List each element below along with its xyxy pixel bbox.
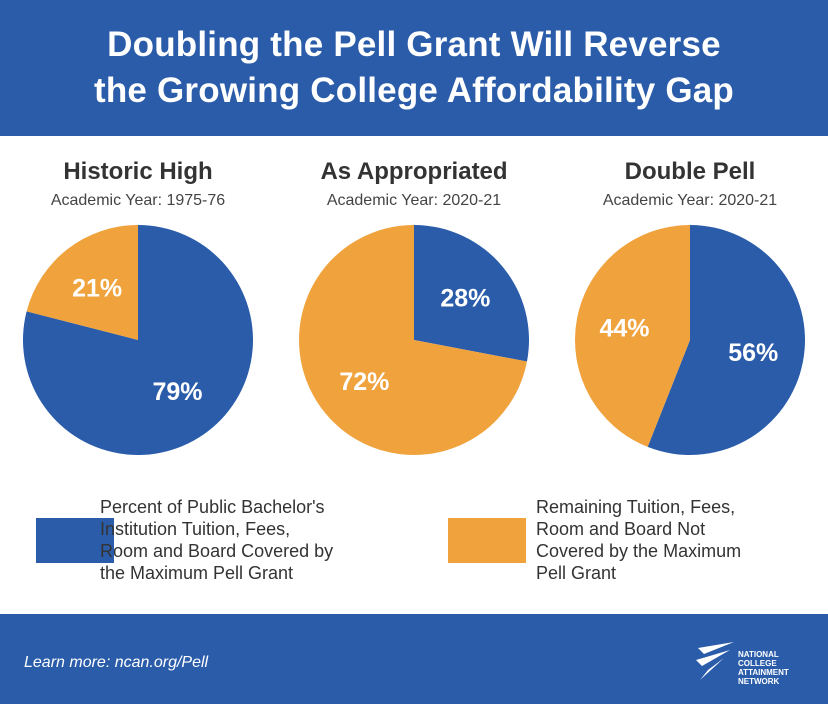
legend-remaining-line-1: Remaining Tuition, Fees, (536, 497, 736, 517)
legend-covered-line-3: Room and Board Covered by (100, 541, 334, 561)
chart-2-subtitle: Academic Year: 2020-21 (326, 192, 502, 209)
legend-remaining-line-3: Covered by the Maximum (536, 541, 742, 561)
page-title-line-1: Doubling the Pell Grant Will Reverse (107, 25, 721, 64)
pie-2-slice-remaining (574, 225, 690, 447)
pie-2-slice-covered (647, 225, 805, 455)
chart-3-title: Double Pell (624, 158, 756, 185)
logo-line-1: NATIONAL (738, 650, 779, 659)
pie-1-label-covered: 28% (440, 284, 490, 312)
logo-line-4: NETWORK (738, 677, 780, 686)
pie-0-label-remaining: 21% (72, 274, 122, 302)
logo-line-2: COLLEGE (738, 659, 777, 668)
legend-label-covered: Percent of Public Bachelor's Institution… (100, 496, 333, 584)
pie-0-label-covered: 79% (152, 378, 202, 406)
pie-chart-double-pell: 56% 44% (574, 225, 805, 455)
pie-1-slice-covered (414, 225, 529, 362)
pie-1-slice-remaining (299, 225, 527, 455)
legend-covered-line-2: Institution Tuition, Fees, (100, 519, 291, 539)
chart-3-subtitle: Academic Year: 2020-21 (602, 192, 778, 209)
legend-label-remaining: Remaining Tuition, Fees, Room and Board … (536, 496, 741, 584)
legend-covered-line-4: the Maximum Pell Grant (100, 563, 294, 583)
chart-1-title: Historic High (63, 158, 213, 185)
pie-0-slice-remaining (26, 225, 138, 340)
page-title-line-2: the Growing College Affordability Gap (93, 71, 734, 110)
learn-more-link[interactable]: Learn more: ncan.org/Pell (24, 654, 209, 671)
pie-2-label-covered: 56% (728, 339, 778, 367)
pie-1-label-remaining: 72% (339, 368, 389, 396)
ncan-logo-icon (696, 642, 734, 680)
legend-swatch-remaining (448, 518, 526, 563)
pie-chart-as-appropriated: 28% 72% (299, 225, 529, 455)
ncan-logo-text: NATIONAL COLLEGE ATTAINMENT NETWORK (738, 650, 789, 686)
chart-2-title: As Appropriated (320, 158, 508, 185)
chart-1-subtitle: Academic Year: 1975-76 (50, 192, 226, 209)
footer-banner (0, 614, 828, 704)
legend-remaining-line-2: Room and Board Not (536, 519, 706, 539)
pie-0-slice-covered (23, 225, 254, 455)
logo-line-3: ATTAINMENT (738, 668, 789, 677)
header-banner: Doubling the Pell Grant Will Reverse the… (0, 0, 828, 136)
legend-covered-line-1: Percent of Public Bachelor's (100, 497, 325, 517)
pie-chart-historic-high: 79% 21% (23, 225, 254, 455)
legend-swatch-covered (36, 518, 114, 563)
legend-remaining-line-4: Pell Grant (536, 563, 617, 583)
pie-2-label-remaining: 44% (599, 315, 649, 343)
